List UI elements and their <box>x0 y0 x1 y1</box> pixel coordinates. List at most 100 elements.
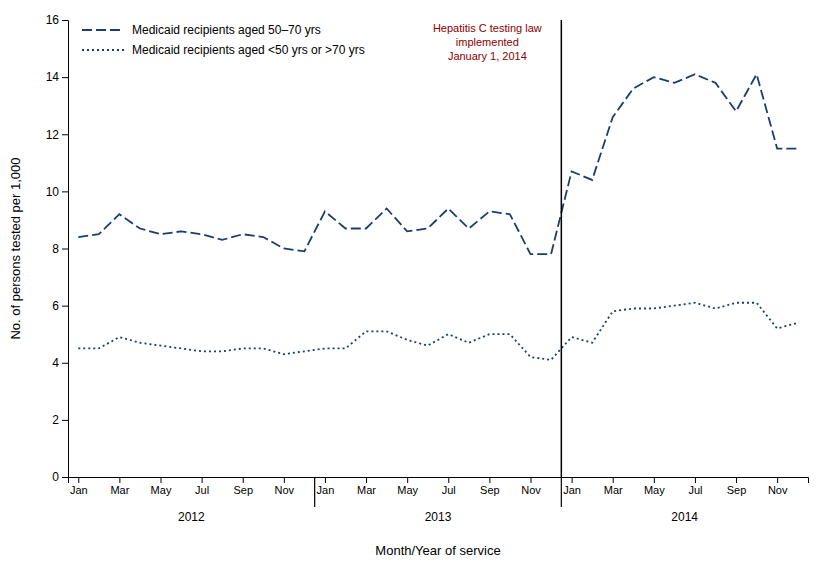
tick-label: Sep <box>480 484 500 496</box>
tick-mark <box>62 134 68 135</box>
tick-label: Sep <box>727 484 747 496</box>
tick: Nov <box>768 477 788 496</box>
tick-label: Mar <box>110 484 129 496</box>
series-line <box>78 74 797 254</box>
annotation: Hepatitis C testing lawimplementedJanuar… <box>433 22 542 62</box>
tick-label: May <box>151 484 172 496</box>
tick-label: 8 <box>52 242 59 256</box>
tick-label: 12 <box>46 128 60 142</box>
tick-mark <box>202 477 203 483</box>
tick-label: Jan <box>563 484 581 496</box>
tick: 14 <box>46 70 68 84</box>
tick-mark <box>531 477 532 483</box>
background <box>0 0 828 569</box>
tick-label: 2 <box>52 413 59 427</box>
tick-mark <box>366 477 367 483</box>
y-axis-title: No. of persons tested per 1,000 <box>8 157 23 339</box>
chart: 0 2 4 6 8 10 12 14 16 Jan Mar May Jul Sep Nov Jan Mar May… <box>0 0 828 569</box>
tick-mark <box>62 77 68 78</box>
tick-mark <box>62 477 68 478</box>
tick: Sep <box>233 477 253 496</box>
tick-label: Jul <box>688 484 702 496</box>
legend-swatch <box>82 49 124 51</box>
tick: Jan <box>563 477 581 496</box>
tick-mark <box>325 477 326 483</box>
tick: 6 <box>52 299 68 313</box>
axis-line <box>62 21 69 478</box>
tick-label: 10 <box>46 185 60 199</box>
tick-label: May <box>644 484 665 496</box>
group-label: 2012 <box>178 510 205 524</box>
tick-label: Nov <box>768 484 788 496</box>
tick: Mar <box>357 477 376 496</box>
tick: 4 <box>52 356 68 370</box>
tick: 12 <box>46 128 68 142</box>
tick: May <box>397 477 418 496</box>
group-label: 2014 <box>671 510 698 524</box>
tick-mark <box>572 477 573 483</box>
tick-mark <box>62 249 68 250</box>
tick-label: Sep <box>233 484 253 496</box>
tick: Mar <box>604 477 623 496</box>
tick: Jul <box>195 477 209 496</box>
x-axis: Jan Mar May Jul Sep Nov Jan Mar May Jul Sep Nov Jan M… <box>69 477 809 496</box>
tick-mark <box>62 306 68 307</box>
tick: Jul <box>688 477 702 496</box>
tick-label: May <box>397 484 418 496</box>
tick-mark <box>78 477 79 483</box>
tick-mark <box>736 477 737 483</box>
legend-item: Medicaid recipients aged <50 yrs or >70 … <box>82 43 365 57</box>
group-divider <box>314 477 315 507</box>
tick-mark <box>613 477 614 483</box>
axis-line <box>69 478 809 484</box>
category-groups: 2012 2013 2014 <box>178 477 698 524</box>
tick-label: 0 <box>52 470 59 484</box>
legend-label: Medicaid recipients aged <50 yrs or >70 … <box>132 43 365 57</box>
tick: 16 <box>46 13 68 27</box>
tick-mark <box>654 477 655 483</box>
tick: Nov <box>275 477 295 496</box>
tick: Jul <box>442 477 456 496</box>
tick: Nov <box>521 477 541 496</box>
tick-mark <box>62 420 68 421</box>
tick: Jan <box>70 477 88 496</box>
tick-label: 6 <box>52 299 59 313</box>
tick: 10 <box>46 185 68 199</box>
tick-mark <box>62 20 68 21</box>
tick-mark <box>695 477 696 483</box>
group-label: 2013 <box>425 510 452 524</box>
tick: Mar <box>110 477 129 496</box>
tick-mark <box>284 477 285 483</box>
tick: 2 <box>52 413 68 427</box>
tick-label: Jan <box>317 484 335 496</box>
tick: Jan <box>317 477 335 496</box>
tick-label: Nov <box>275 484 295 496</box>
tick-mark <box>407 477 408 483</box>
series-line <box>78 303 797 360</box>
tick-label: 16 <box>46 13 60 27</box>
event-line <box>561 20 563 477</box>
tick: Sep <box>727 477 747 496</box>
legend-item: Medicaid recipients aged 50–70 yrs <box>82 23 321 37</box>
plot-area <box>78 74 797 360</box>
tick: May <box>151 477 172 496</box>
tick-label: 4 <box>52 356 59 370</box>
tick-label: Jul <box>195 484 209 496</box>
x-axis-title: Month/Year of service <box>375 543 500 558</box>
tick-mark <box>448 477 449 483</box>
tick-mark <box>777 477 778 483</box>
tick-mark <box>62 363 68 364</box>
tick: 0 <box>52 470 68 484</box>
legend-swatch <box>82 29 124 31</box>
legend-label: Medicaid recipients aged 50–70 yrs <box>132 23 321 37</box>
tick: May <box>644 477 665 496</box>
tick-mark <box>161 477 162 483</box>
tick-mark <box>119 477 120 483</box>
tick-mark <box>489 477 490 483</box>
y-axis: 0 2 4 6 8 10 12 14 16 <box>46 13 69 484</box>
tick-label: 14 <box>46 70 60 84</box>
tick-label: Mar <box>357 484 376 496</box>
legend: Medicaid recipients aged 50–70 yrs Medica… <box>82 23 365 57</box>
tick-mark <box>243 477 244 483</box>
tick-label: Nov <box>521 484 541 496</box>
